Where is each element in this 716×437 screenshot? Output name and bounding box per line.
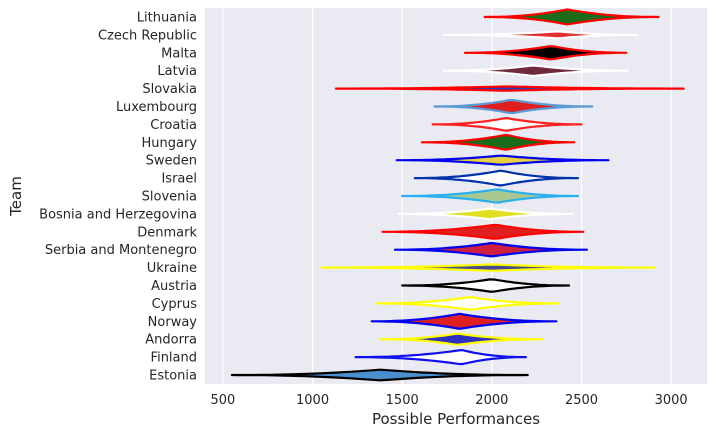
y-axis-label: Team [7,176,25,217]
y-tick-label: Israel [161,172,197,187]
violin-finland [354,349,527,366]
y-tick-label: Luxembourg [116,100,197,115]
violin-bosnia-and-herzegovina [397,207,574,221]
violin-luxembourg [433,98,594,115]
y-tick-label: Cyprus [152,297,198,312]
x-axis-label: Possible Performances [372,410,540,428]
y-tick-labels: Lithuania Czech Republic Malta Latvia Slovak… [39,10,197,383]
x-tick-label: 2500 [565,393,598,408]
y-tick-label: Denmark [137,225,197,240]
y-tick-label: Slovenia [142,190,197,205]
x-tick-label: 2000 [475,393,508,408]
violin-slovenia [401,188,579,204]
x-tick-label: 500 [211,393,236,408]
violin-croatia [431,117,583,132]
y-tick-label: Andorra [145,333,197,348]
y-tick-label: Latvia [157,64,197,79]
violin-norway [370,312,558,330]
violin-serbia-and-montenegro [393,241,588,258]
y-tick-label: Serbia and Montenegro [45,243,197,258]
violin-cyprus [376,296,560,311]
violin-slovakia [334,85,685,92]
y-tick-label: Norway [148,315,198,330]
violin-lithuania [483,8,660,26]
x-tick-label: 3000 [655,393,688,408]
y-tick-label: Austria [151,279,197,294]
violin-denmark [381,223,585,240]
x-tick-labels: 500 1000 1500 2000 2500 3000 [211,393,688,408]
y-tick-label: Finland [151,351,197,366]
y-tick-label: Sweden [146,154,197,169]
violin-israel [413,169,579,187]
y-tick-label: Slovakia [142,82,197,97]
y-tick-label: Hungary [141,136,197,151]
violin-sweden [395,154,610,166]
y-tick-label: Estonia [149,369,197,384]
violin-latvia [442,64,630,77]
y-tick-label: Bosnia and Herzegovina [39,207,197,222]
violin-estonia [230,368,529,382]
x-tick-label: 1500 [386,393,419,408]
violin-austria [401,278,571,293]
violin-czech-republic [442,30,639,40]
x-tick-label: 1000 [296,393,329,408]
violins [230,8,685,382]
y-tick-label: Lithuania [137,10,197,25]
violin-andorra [379,332,544,346]
violin-hungary [420,133,576,151]
y-tick-label: Malta [161,46,197,61]
violin-malta [463,45,628,61]
y-tick-label: Ukraine [147,261,197,276]
y-tick-label: Czech Republic [98,28,197,43]
y-tick-label: Croatia [150,118,197,133]
violin-ukraine [320,263,657,272]
